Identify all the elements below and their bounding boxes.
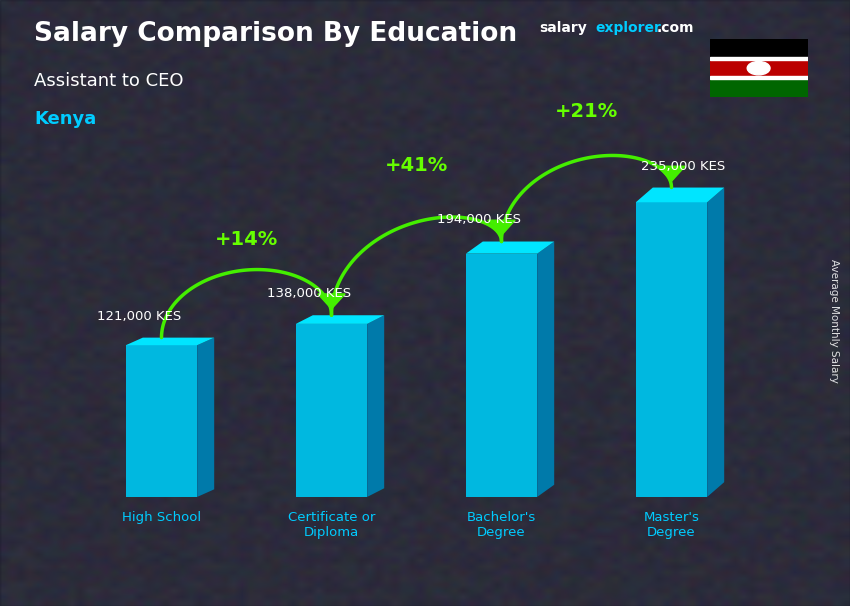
- Text: Salary Comparison By Education: Salary Comparison By Education: [34, 21, 517, 47]
- Polygon shape: [488, 220, 515, 235]
- Polygon shape: [367, 315, 384, 497]
- Text: 138,000 KES: 138,000 KES: [267, 287, 351, 300]
- Bar: [296, 324, 367, 497]
- Text: Kenya: Kenya: [34, 110, 96, 128]
- Bar: [710, 59, 808, 78]
- Text: 235,000 KES: 235,000 KES: [641, 159, 725, 173]
- Text: Assistant to CEO: Assistant to CEO: [34, 72, 184, 90]
- Text: 121,000 KES: 121,000 KES: [97, 310, 181, 322]
- Polygon shape: [658, 166, 685, 181]
- Polygon shape: [296, 315, 384, 324]
- Polygon shape: [318, 294, 345, 309]
- Bar: [126, 345, 197, 497]
- Polygon shape: [636, 187, 724, 202]
- Text: +21%: +21%: [555, 102, 618, 121]
- Polygon shape: [707, 187, 724, 497]
- Text: Average Monthly Salary: Average Monthly Salary: [829, 259, 839, 383]
- Circle shape: [747, 61, 770, 75]
- Bar: [636, 202, 707, 497]
- Text: 194,000 KES: 194,000 KES: [437, 213, 521, 227]
- Polygon shape: [537, 242, 554, 497]
- Text: .com: .com: [656, 21, 694, 35]
- Polygon shape: [126, 338, 214, 345]
- Bar: [710, 39, 808, 59]
- Polygon shape: [466, 242, 554, 254]
- Bar: [710, 76, 808, 79]
- Text: explorer: explorer: [595, 21, 661, 35]
- Polygon shape: [197, 338, 214, 497]
- Bar: [710, 78, 808, 97]
- Text: +14%: +14%: [215, 230, 278, 249]
- Bar: [710, 57, 808, 60]
- Text: +41%: +41%: [385, 156, 448, 175]
- Bar: [466, 254, 537, 497]
- Text: salary: salary: [540, 21, 587, 35]
